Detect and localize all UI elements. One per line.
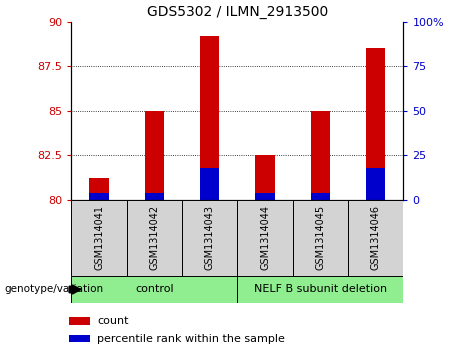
Bar	[366, 168, 385, 200]
FancyBboxPatch shape	[237, 276, 403, 303]
Bar	[69, 335, 90, 342]
Bar	[311, 111, 330, 200]
Text: count: count	[97, 316, 129, 326]
Bar	[200, 168, 219, 200]
Text: GSM1314045: GSM1314045	[315, 205, 325, 270]
Text: GSM1314041: GSM1314041	[94, 205, 104, 270]
FancyBboxPatch shape	[71, 276, 237, 303]
Bar	[311, 193, 330, 200]
FancyBboxPatch shape	[127, 200, 182, 276]
Bar	[366, 48, 385, 200]
FancyBboxPatch shape	[293, 200, 348, 276]
Bar	[145, 193, 164, 200]
FancyBboxPatch shape	[348, 200, 403, 276]
FancyBboxPatch shape	[71, 200, 127, 276]
Bar	[255, 155, 275, 200]
Bar	[69, 317, 90, 325]
Text: GSM1314042: GSM1314042	[149, 205, 160, 270]
Text: GSM1314046: GSM1314046	[371, 205, 381, 270]
Bar	[145, 111, 164, 200]
Bar	[89, 178, 109, 200]
Text: control: control	[135, 285, 174, 294]
Text: NELF B subunit deletion: NELF B subunit deletion	[254, 285, 387, 294]
Text: GSM1314043: GSM1314043	[205, 205, 215, 270]
FancyBboxPatch shape	[237, 200, 293, 276]
Text: genotype/variation: genotype/variation	[5, 285, 104, 294]
Bar	[255, 193, 275, 200]
Bar	[89, 193, 109, 200]
FancyBboxPatch shape	[182, 200, 237, 276]
Text: percentile rank within the sample: percentile rank within the sample	[97, 334, 285, 343]
Text: GSM1314044: GSM1314044	[260, 205, 270, 270]
Bar	[200, 36, 219, 200]
Title: GDS5302 / ILMN_2913500: GDS5302 / ILMN_2913500	[147, 5, 328, 19]
